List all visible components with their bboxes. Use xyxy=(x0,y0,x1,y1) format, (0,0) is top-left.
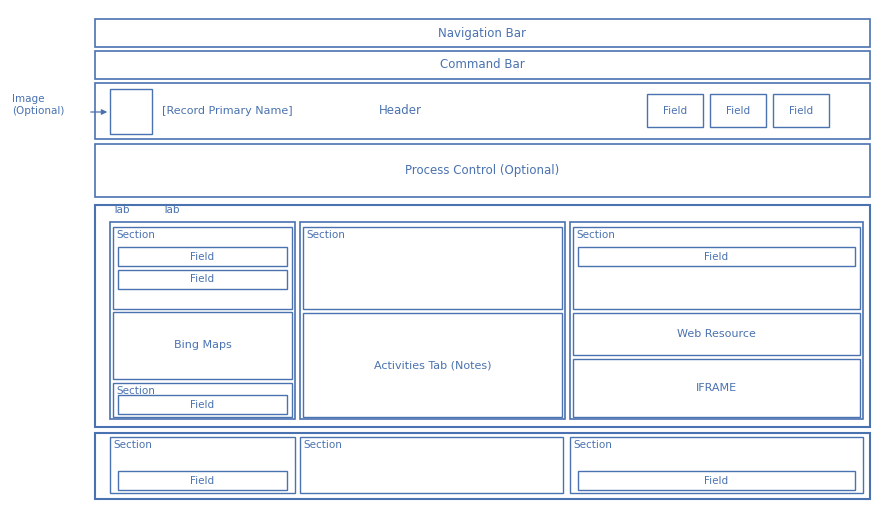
Text: Section: Section xyxy=(572,440,611,450)
Text: Field: Field xyxy=(788,105,812,115)
Text: IFRAME: IFRAME xyxy=(696,383,736,393)
Text: Tab: Tab xyxy=(112,205,129,215)
Bar xyxy=(113,227,291,309)
Bar xyxy=(570,437,862,493)
Text: Command Bar: Command Bar xyxy=(439,58,525,72)
Text: Field: Field xyxy=(190,251,214,261)
Text: Header: Header xyxy=(378,104,421,118)
Text: Section: Section xyxy=(575,230,614,240)
Text: Section: Section xyxy=(303,440,341,450)
Text: Field: Field xyxy=(725,105,750,115)
Bar xyxy=(709,94,766,127)
Bar xyxy=(572,227,859,309)
Bar xyxy=(110,89,152,134)
Bar xyxy=(95,433,869,499)
Bar xyxy=(578,247,854,266)
Bar xyxy=(95,144,869,197)
Bar xyxy=(113,312,291,379)
Text: Field: Field xyxy=(703,475,727,485)
Text: Navigation Bar: Navigation Bar xyxy=(438,26,526,40)
Text: Section: Section xyxy=(306,230,345,240)
Text: Section: Section xyxy=(116,386,155,396)
Bar xyxy=(110,437,295,493)
Bar xyxy=(572,359,859,417)
Text: Bing Maps: Bing Maps xyxy=(174,340,231,350)
Bar xyxy=(118,471,287,490)
Text: Process Control (Optional): Process Control (Optional) xyxy=(405,164,559,177)
Text: [Record Primary Name]: [Record Primary Name] xyxy=(162,106,292,116)
Bar xyxy=(118,247,287,266)
Text: Activities Tab (Notes): Activities Tab (Notes) xyxy=(373,360,491,370)
Bar xyxy=(572,313,859,355)
Text: Field: Field xyxy=(662,105,687,115)
Bar xyxy=(95,19,869,47)
Text: Tab: Tab xyxy=(162,205,179,215)
Bar xyxy=(646,94,703,127)
Bar xyxy=(299,437,563,493)
Bar xyxy=(570,222,862,419)
Bar xyxy=(303,313,562,417)
Bar xyxy=(772,94,828,127)
Text: Field: Field xyxy=(703,251,727,261)
Bar xyxy=(578,471,854,490)
Text: Field: Field xyxy=(190,399,214,409)
Bar xyxy=(113,383,291,417)
Bar xyxy=(118,270,287,289)
Bar xyxy=(110,222,295,419)
Bar xyxy=(95,205,869,427)
Text: Section: Section xyxy=(113,440,152,450)
Text: Field: Field xyxy=(190,475,214,485)
Bar xyxy=(95,83,869,139)
Bar xyxy=(303,227,562,309)
Text: Section: Section xyxy=(116,230,155,240)
Text: Field: Field xyxy=(190,275,214,285)
Bar xyxy=(95,51,869,79)
Text: Web Resource: Web Resource xyxy=(676,329,755,339)
Bar xyxy=(118,395,287,414)
Text: Image
(Optional): Image (Optional) xyxy=(12,94,65,116)
Bar xyxy=(299,222,564,419)
